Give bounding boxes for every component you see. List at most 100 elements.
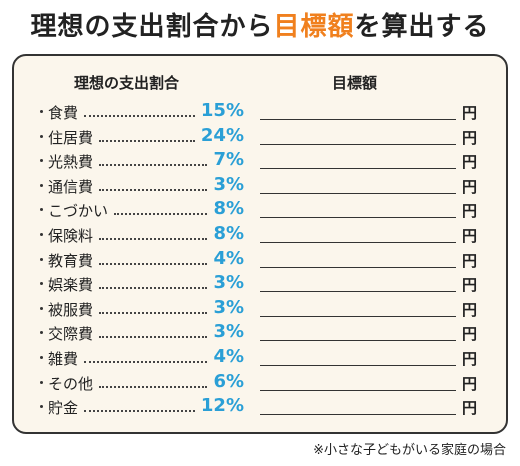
row-percent: 3% [213, 272, 244, 294]
leader-dots [99, 188, 207, 191]
row-label: 食費 [48, 104, 79, 122]
row-percent: 3% [213, 321, 244, 343]
answer-blank [260, 414, 456, 416]
row-percent: 12% [200, 395, 244, 417]
leader-dots [99, 262, 207, 265]
answer-blank [260, 119, 456, 120]
row-unit: 円 [462, 276, 478, 295]
table-row: こづかい 8% 円 [14, 198, 506, 222]
footnote: ※小さな子どもがいる家庭の場合 [313, 443, 506, 458]
row-percent: 8% [213, 223, 244, 244]
bullet [40, 380, 43, 384]
leader-dots [99, 385, 207, 388]
table-row: 通信費 3% 円 [14, 174, 506, 198]
column-header: 目標額 [332, 74, 378, 92]
table-box: 理想の支出割合 目標額 食費 15% 円住居費 24% 円光熱費 7% 円通信費 3% 円こづか… [12, 54, 508, 434]
title-text: 理想の支出割合から [30, 12, 274, 42]
row-label: 教育費 [48, 251, 94, 270]
answer-blank [260, 242, 456, 243]
table-row: 被服費 3% 円 [14, 297, 506, 321]
leader-dots [99, 164, 207, 167]
row-label: 雑費 [48, 350, 79, 368]
answer-blank [260, 168, 456, 170]
table-row: 交際費 3% 円 [14, 321, 506, 345]
leader-dots [99, 311, 207, 314]
table-row: 食費 15% 円 [14, 100, 506, 124]
leader-dots [114, 213, 207, 216]
leader-dots [99, 238, 207, 240]
title-highlight: 目標額 [273, 12, 355, 42]
answer-blank [260, 365, 456, 366]
bullet [40, 110, 43, 113]
leader-dots [99, 287, 207, 290]
bullet [40, 159, 43, 163]
bullet [40, 233, 43, 236]
row-unit: 円 [462, 227, 478, 245]
table-row: 雑費 4% 円 [14, 346, 506, 370]
bullet [40, 208, 43, 212]
row-percent: 4% [213, 346, 244, 367]
row-label: こづかい [48, 202, 109, 221]
row-unit: 円 [462, 251, 478, 270]
table-row: 娯楽費 3% 円 [14, 272, 506, 296]
bullet [40, 331, 43, 335]
row-percent: 15% [200, 100, 244, 121]
answer-blank [260, 291, 456, 293]
answer-blank [260, 389, 456, 391]
table-row: 住居費 24% 円 [14, 125, 506, 149]
row-label: 娯楽費 [48, 276, 94, 295]
table-row: その他 6% 円 [14, 371, 506, 395]
bullet [40, 306, 43, 310]
row-unit: 円 [462, 374, 478, 393]
row-label: 保険料 [48, 227, 94, 245]
bullet [40, 257, 43, 261]
row-label: 通信費 [48, 177, 94, 196]
row-unit: 円 [462, 300, 478, 319]
answer-blank [260, 266, 456, 268]
bullet [40, 282, 43, 286]
row-label: その他 [48, 374, 94, 393]
answer-blank [260, 340, 456, 342]
bullet [40, 405, 43, 409]
leader-dots [84, 115, 195, 117]
row-unit: 円 [462, 399, 478, 418]
row-unit: 円 [462, 350, 478, 368]
bullet [40, 134, 43, 138]
row-unit: 円 [462, 177, 478, 196]
answer-blank [260, 217, 456, 219]
column-header: 理想の支出割合 [74, 74, 180, 92]
row-label: 交際費 [48, 325, 94, 344]
leader-dots [84, 410, 195, 413]
row-unit: 円 [462, 325, 478, 344]
row-unit: 円 [462, 104, 478, 122]
row-percent: 3% [213, 173, 244, 195]
table-row: 保険料 8% 円 [14, 223, 506, 247]
row-percent: 6% [213, 370, 244, 392]
table-row: 教育費 4% 円 [14, 248, 506, 272]
answer-blank [260, 192, 456, 194]
row-label: 光熱費 [48, 153, 94, 172]
leader-dots [84, 361, 207, 363]
row-label: 貯金 [48, 399, 79, 418]
leader-dots [99, 139, 195, 142]
row-label: 被服費 [48, 300, 94, 319]
row-percent: 8% [213, 198, 244, 220]
row-percent: 4% [213, 247, 244, 269]
row-label: 住居費 [48, 128, 94, 147]
answer-blank [260, 143, 456, 145]
title-text: を算出する [354, 12, 490, 42]
answer-blank [260, 315, 456, 317]
row-unit: 円 [462, 153, 478, 172]
row-unit: 円 [462, 202, 478, 221]
table-row: 光熱費 7% 円 [14, 149, 506, 173]
row-percent: 24% [200, 124, 244, 146]
title: 理想の支出割合から目標額を算出する [0, 6, 520, 43]
leader-dots [99, 336, 207, 339]
bullet [40, 356, 43, 359]
row-percent: 7% [213, 149, 244, 171]
row-unit: 円 [462, 128, 478, 147]
bullet [40, 183, 43, 187]
table-row: 貯金 12% 円 [14, 395, 506, 419]
row-percent: 3% [213, 296, 244, 318]
